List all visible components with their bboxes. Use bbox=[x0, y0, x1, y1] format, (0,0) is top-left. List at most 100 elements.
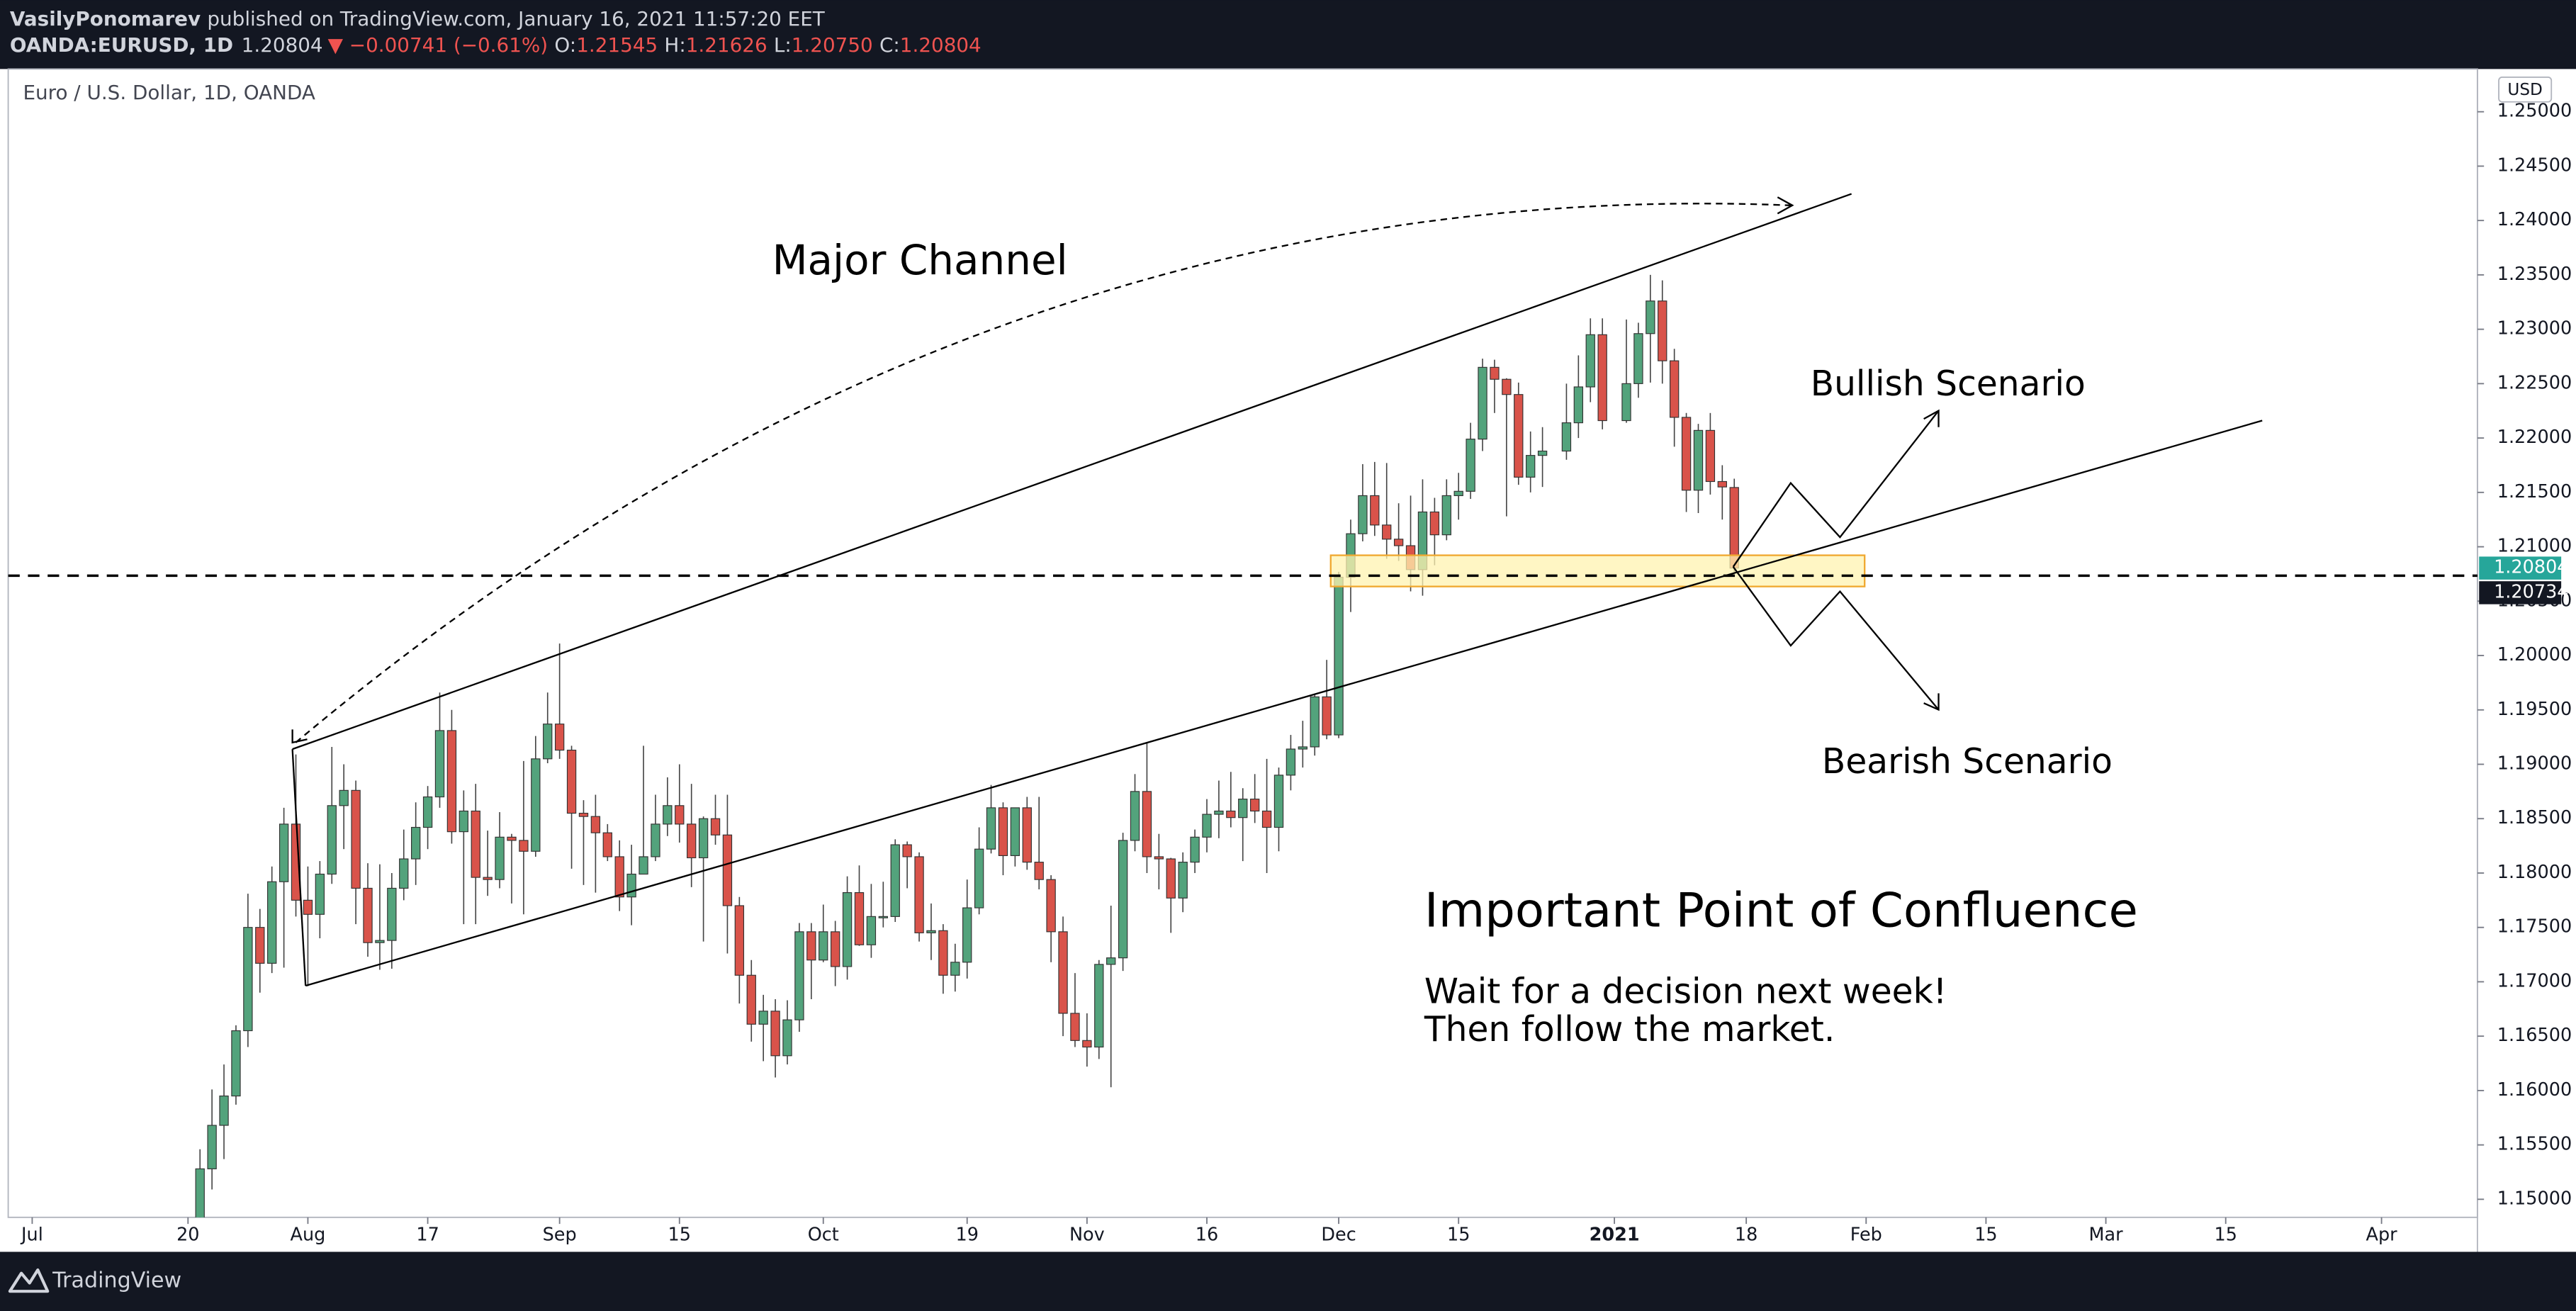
y-tick-label: 1.17500 bbox=[2497, 916, 2572, 938]
y-tick-label: 1.23000 bbox=[2497, 318, 2572, 339]
candle-body bbox=[926, 930, 936, 933]
candles bbox=[195, 274, 1739, 1217]
y-tick-label: 1.19000 bbox=[2497, 753, 2572, 774]
bottom-bar bbox=[0, 1251, 2576, 1311]
ohlc-label: H: bbox=[664, 33, 685, 57]
arrow-head bbox=[291, 729, 308, 744]
candle-body bbox=[327, 805, 337, 875]
y-tick-label: 1.18000 bbox=[2497, 862, 2572, 883]
arrow-head bbox=[1923, 693, 1940, 711]
y-tick-label: 1.16500 bbox=[2497, 1025, 2572, 1046]
level-price-label: 1.20734 bbox=[2494, 581, 2568, 602]
candle-body bbox=[758, 1011, 768, 1025]
candle-body bbox=[554, 724, 565, 751]
x-tick-label: 18 bbox=[1735, 1224, 1757, 1245]
axes: 1.15000 1.15500 1.16000 1.16500 1.17000 1.175… bbox=[20, 101, 2572, 1246]
candle-body bbox=[1094, 964, 1104, 1048]
candle-body bbox=[1429, 511, 1440, 536]
candle-body bbox=[375, 940, 385, 943]
candle-body bbox=[938, 930, 948, 976]
candle-body bbox=[1717, 480, 1727, 488]
annotation: Important Point of Confluence bbox=[1424, 883, 2138, 938]
candle-body bbox=[255, 927, 265, 964]
x-tick-label: 15 bbox=[2214, 1224, 2237, 1245]
candle-body bbox=[387, 887, 397, 941]
candle-body bbox=[1082, 1040, 1092, 1048]
ohlc-value: 1.20750 bbox=[792, 33, 873, 57]
candle-body bbox=[614, 856, 624, 898]
candle-body bbox=[950, 962, 960, 976]
candle-body bbox=[1010, 807, 1020, 856]
candle-body bbox=[1178, 862, 1188, 899]
candle-body bbox=[1478, 366, 1487, 440]
candle-body bbox=[626, 873, 636, 898]
candle-body bbox=[1453, 490, 1463, 497]
candle-body bbox=[531, 758, 541, 852]
candle-body bbox=[1261, 810, 1272, 828]
candle-body bbox=[1585, 334, 1595, 388]
annotation: Bearish Scenario bbox=[1822, 742, 2113, 782]
candle-body bbox=[315, 873, 325, 915]
candle-body bbox=[878, 916, 888, 918]
channel-lower bbox=[305, 420, 2263, 987]
candle-body bbox=[1573, 386, 1584, 424]
candle-body bbox=[351, 789, 361, 889]
candle-body bbox=[819, 931, 828, 961]
x-tick-label: Feb bbox=[1850, 1224, 1882, 1245]
candle-body bbox=[1190, 836, 1200, 863]
x-tick-label: 15 bbox=[1974, 1224, 1997, 1245]
candle-body bbox=[639, 856, 648, 875]
candle-body bbox=[794, 931, 804, 1020]
candle-body bbox=[590, 816, 601, 833]
change: ▼ −0.00741 (−0.61%) bbox=[328, 33, 549, 57]
candle-body bbox=[1046, 879, 1056, 933]
candle-body bbox=[746, 974, 756, 1025]
last-price-label: 1.20804 bbox=[2494, 557, 2568, 578]
candle-body bbox=[1273, 775, 1284, 828]
ohlc-label: C: bbox=[879, 33, 900, 57]
candle-body bbox=[1058, 931, 1068, 1014]
candle-body bbox=[675, 805, 685, 825]
candle-body bbox=[1669, 360, 1680, 418]
y-tick-label: 1.23500 bbox=[2497, 264, 2572, 285]
ohlc-label: O: bbox=[554, 33, 576, 57]
currency: USD bbox=[2507, 80, 2543, 99]
candle-body bbox=[1490, 366, 1500, 380]
currency-box[interactable] bbox=[2498, 77, 2553, 103]
candle-body bbox=[1142, 791, 1152, 857]
x-tick-label: Jul bbox=[20, 1224, 43, 1245]
candle-body bbox=[566, 749, 577, 814]
candle-body bbox=[842, 892, 853, 967]
candle-body bbox=[1118, 840, 1128, 959]
candle-body bbox=[243, 927, 253, 1032]
candle-body bbox=[1298, 746, 1307, 750]
y-tick-label: 1.17000 bbox=[2497, 970, 2572, 991]
candle-body bbox=[195, 1168, 205, 1217]
candle-body bbox=[1358, 495, 1368, 534]
candle-body bbox=[1658, 300, 1667, 361]
candle-body bbox=[902, 844, 912, 857]
last-price: 1.20804 bbox=[242, 33, 323, 57]
y-tick-label: 1.15000 bbox=[2497, 1188, 2572, 1209]
x-tick-label: Mar bbox=[2089, 1224, 2124, 1245]
chart-title: Euro / U.S. Dollar, 1D, OANDA bbox=[23, 81, 315, 104]
x-tick-label: Oct bbox=[808, 1224, 839, 1245]
candle-body bbox=[483, 877, 493, 880]
candle-body bbox=[519, 840, 529, 852]
y-tick-label: 1.24000 bbox=[2497, 209, 2572, 230]
tradingview-logo bbox=[8, 1268, 50, 1293]
candle-body bbox=[1022, 807, 1032, 863]
candle-body bbox=[1214, 810, 1224, 815]
y-tick-label: 1.22000 bbox=[2497, 427, 2572, 448]
candle-body bbox=[543, 724, 553, 760]
candle-body bbox=[1166, 858, 1176, 899]
y-tick-label: 1.24500 bbox=[2497, 154, 2572, 176]
candle-body bbox=[1310, 696, 1320, 748]
candle-body bbox=[1633, 333, 1643, 384]
candle-body bbox=[986, 807, 996, 850]
candle-body bbox=[495, 836, 505, 880]
x-tick-label: Sep bbox=[543, 1224, 577, 1245]
candle-body bbox=[1106, 957, 1116, 965]
projection-arc bbox=[295, 203, 1791, 743]
